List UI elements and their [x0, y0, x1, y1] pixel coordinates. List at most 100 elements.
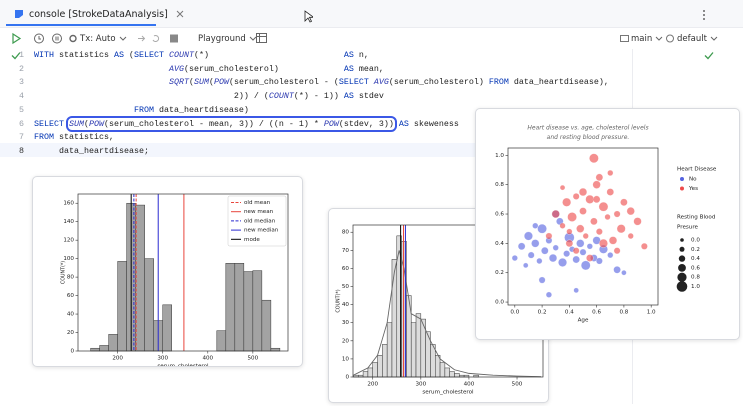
scatter-point: [596, 257, 603, 265]
legend-label: mode: [244, 237, 260, 243]
scatter-point: [576, 239, 585, 248]
line-number: 1: [19, 51, 24, 60]
line-number: 2: [19, 64, 24, 74]
toolbar: Tx: Auto Playground main default: [0, 28, 743, 49]
scatter-point: [532, 222, 539, 229]
schema-label: Playground: [198, 33, 246, 44]
scatter-point: [613, 266, 621, 274]
line-number: 7: [19, 133, 24, 143]
x-tick-label: 0.2: [538, 310, 547, 316]
scatter-point: [517, 242, 526, 251]
history-hand: [38, 36, 41, 40]
legend-label: new median: [244, 228, 279, 234]
histogram-bar: [454, 373, 460, 378]
scatter-point: [613, 247, 621, 255]
size-legend-label: 1.0: [691, 284, 700, 290]
scatter-point: [606, 188, 614, 196]
histogram-bar: [261, 299, 272, 352]
y-tick-label: 1.0: [495, 153, 504, 159]
x-tick-label: 400: [464, 382, 475, 388]
current-line-highlight: [0, 143, 632, 157]
legend-label: new mean: [244, 209, 274, 215]
scatter-point: [579, 248, 587, 256]
scatter-point: [641, 242, 648, 250]
editor-tab[interactable]: console [StrokeDataAnalysis]: [6, 4, 192, 24]
x-tick-label: 500: [512, 382, 523, 388]
y-tick-label: 10: [342, 356, 350, 362]
scatter-point: [537, 223, 547, 234]
code-line: WITH statistics AS (SELECT COUNT(*) AS n…: [34, 49, 369, 63]
y-tick-label: 0.6: [495, 212, 504, 218]
histogram-kde-chart: 200 300 400 500 0 10 20 30 40 50 60 70 80 serum_chole…: [336, 224, 544, 396]
tab-underline: [6, 24, 156, 26]
histogram-bar: [367, 367, 373, 378]
more-menu[interactable]: [702, 9, 706, 21]
scatter-point: [524, 231, 533, 241]
code-line: AVG(serum_cholesterol) AS mean,: [34, 63, 384, 77]
x-tick-label: 0.6: [592, 310, 601, 316]
chevron: [710, 36, 718, 41]
connection-label: default: [677, 33, 707, 44]
histogram-chart: 200 300 400 500 0 20 40 60 80 100 120 140 160 serum_c…: [61, 193, 289, 370]
settings-button[interactable]: [69, 34, 77, 43]
commit-button[interactable]: [138, 35, 146, 42]
x-axis-label: serum_cholesterol: [422, 390, 474, 396]
tx-dropdown[interactable]: Tx: Auto: [80, 32, 127, 45]
legend-box: [227, 195, 287, 247]
y-tick-label: 0.8: [495, 182, 504, 188]
scatter-point: [536, 257, 543, 264]
stop-button[interactable]: [170, 34, 178, 43]
schema-dropdown[interactable]: Playground: [198, 32, 257, 45]
size-legend-marker: [678, 255, 686, 262]
scatter-point: [586, 243, 593, 250]
tx-label: Tx: Auto: [80, 33, 116, 44]
scatter-point: [572, 247, 580, 255]
close-tab[interactable]: [176, 10, 184, 18]
rollback-button[interactable]: [152, 35, 160, 43]
chart-card: 200 300 400 500 0 20 40 60 80 100 120 140 160 serum_c…: [32, 176, 303, 370]
toolbar-icons: [12, 32, 77, 45]
y-tick-label: 0: [70, 349, 74, 355]
tab-title: console [StrokeDataAnalysis]: [29, 8, 168, 20]
x-tick-label: 1.0: [647, 310, 656, 316]
histogram-bar: [435, 355, 441, 378]
scatter-point: [598, 201, 609, 212]
run-button[interactable]: [12, 32, 22, 45]
scatter-point: [626, 207, 635, 216]
branch-dropdown[interactable]: main: [620, 32, 663, 45]
history-button[interactable]: [34, 33, 44, 44]
scatter-point: [527, 251, 535, 259]
scatter-point: [559, 184, 566, 191]
scatter-point: [585, 194, 595, 204]
size-legend-label: 0.2: [691, 247, 700, 253]
y-axis-label: COUNT(*): [336, 289, 342, 312]
code-line: 2)) / (COUNT(*) - 1)) AS stdev: [34, 90, 384, 104]
chevron: [249, 36, 257, 41]
line-number: 3: [19, 78, 24, 88]
histogram-bar: [90, 347, 100, 352]
histogram-bar: [135, 204, 145, 352]
scatter-point: [604, 213, 611, 220]
code-segment: 2)) / (COUNT(*) - 1)) AS stdev: [34, 91, 384, 102]
connection-dropdown[interactable]: default: [665, 32, 718, 45]
grid-view-button[interactable]: [256, 33, 267, 43]
legend-label: Yes: [688, 186, 698, 192]
size-legend-title: Resting Blood: [677, 215, 716, 221]
scatter-point: [578, 187, 588, 197]
scatter-point: [567, 212, 577, 222]
legend-label: No: [689, 177, 697, 183]
scatter-point: [541, 247, 549, 255]
legend-label: old median: [244, 218, 276, 224]
y-tick-label: 120: [63, 238, 74, 244]
y-tick-label: 20: [342, 338, 350, 344]
y-tick-label: 40: [67, 312, 75, 318]
kde-line: [353, 250, 542, 378]
code-segment: AVG(serum_cholesterol) AS mean,: [168, 63, 384, 74]
toolbar-icons-2: [138, 34, 178, 43]
x-tick-label: 300: [415, 382, 426, 388]
histogram-bar: [415, 313, 422, 378]
pause-button[interactable]: [52, 33, 62, 44]
histogram-bar: [444, 367, 450, 378]
histogram-bar: [216, 330, 227, 352]
scatter-point: [607, 169, 614, 176]
